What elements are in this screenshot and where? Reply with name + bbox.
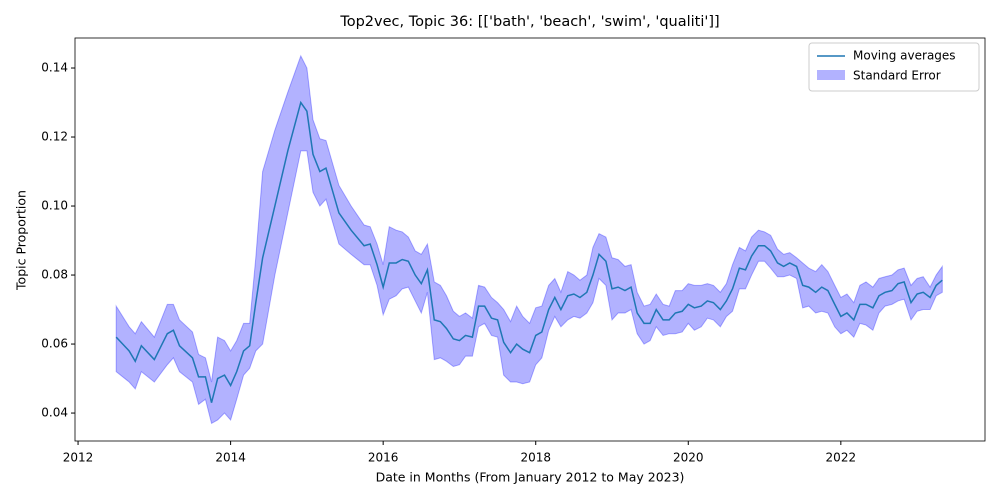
legend-box bbox=[808, 42, 980, 92]
y-tick-label: 0.06 bbox=[41, 337, 68, 351]
legend-label: Moving averages bbox=[853, 49, 956, 63]
x-axis-label: Date in Months (From January 2012 to May… bbox=[376, 470, 685, 485]
x-tick-label: 2018 bbox=[520, 451, 551, 465]
y-tick-label: 0.14 bbox=[41, 61, 68, 75]
y-tick-label: 0.12 bbox=[41, 130, 68, 144]
standard-error-band bbox=[115, 54, 943, 425]
y-tick-label: 0.04 bbox=[41, 406, 68, 420]
x-tick-label: 2020 bbox=[673, 451, 704, 465]
x-tick-label: 2016 bbox=[368, 451, 399, 465]
chart-title: Top2vec, Topic 36: [['bath', 'beach', 's… bbox=[339, 14, 719, 30]
x-tick-label: 2014 bbox=[215, 451, 246, 465]
legend-label: Standard Error bbox=[853, 69, 941, 83]
y-tick-label: 0.10 bbox=[41, 199, 68, 213]
y-tick-label: 0.08 bbox=[41, 268, 68, 282]
x-tick-label: 2022 bbox=[826, 451, 857, 465]
moving-average-line bbox=[115, 100, 943, 403]
legend-patch bbox=[817, 70, 845, 80]
plot-frame bbox=[74, 37, 986, 442]
x-tick-label: 2012 bbox=[63, 451, 94, 465]
y-axis-label: Topic Proportion bbox=[14, 190, 29, 291]
